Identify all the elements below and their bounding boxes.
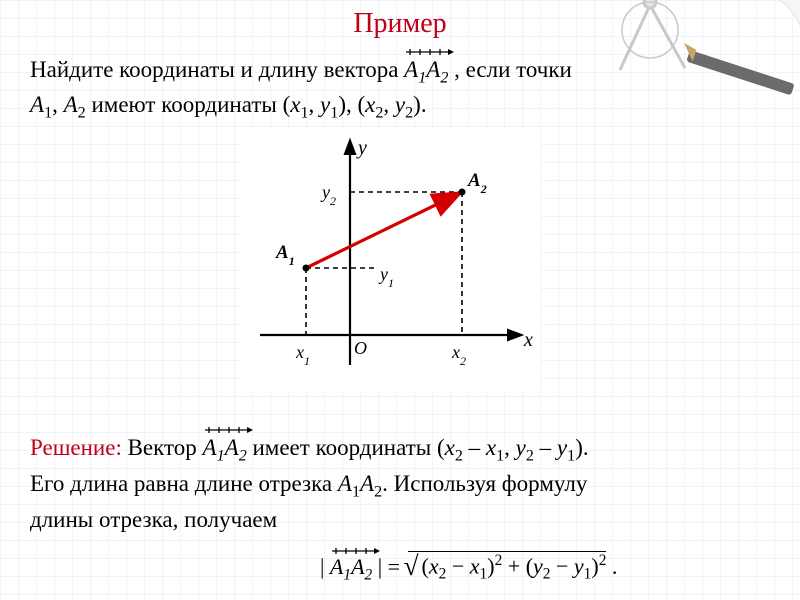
- formula-eq: =: [382, 554, 405, 579]
- point-a2: [459, 189, 466, 196]
- formula-plus: +: [508, 554, 526, 579]
- corner-decoration: [590, 0, 800, 110]
- title-text: Пример: [353, 8, 446, 39]
- exp2: 2: [599, 552, 607, 569]
- label-y2: y2: [320, 182, 336, 208]
- vector-diagram: y x O x1 x2 y1 y2 A1 A2: [240, 130, 540, 390]
- length-formula: | A1A2 | = √ (x2 − x1)2 + (y2 − y1)2 .: [320, 547, 617, 584]
- vector-arrow-icon: [203, 424, 253, 434]
- vector-symbol-a1a2: A1A2: [404, 48, 448, 89]
- formula-period: .: [612, 554, 618, 579]
- problem-line1-pre: Найдите координаты и длину вектора: [30, 57, 404, 82]
- solution-seg2: имеет координаты (x2 – x1, y2 – y1).: [252, 435, 588, 460]
- label-a2: A2: [467, 170, 487, 196]
- problem-line1-post: , если точки: [454, 57, 572, 82]
- solution-line2: Его длина равна длине отрезка A1A2. Испо…: [30, 471, 587, 496]
- sqrt-expression: √ (x2 − x1)2 + (y2 − y1)2: [408, 551, 607, 584]
- label-x1: x1: [295, 342, 310, 368]
- pencil-icon: [679, 43, 794, 96]
- solution-text: Решение: Вектор A1A2 имеет координаты (x…: [30, 426, 770, 536]
- diagram-svg: y x O x1 x2 y1 y2 A1 A2: [240, 130, 540, 390]
- label-a1: A1: [275, 242, 295, 268]
- vector-symbol-solution: A1A2: [203, 426, 247, 468]
- vector-line: [306, 194, 458, 268]
- label-y1: y1: [378, 264, 394, 290]
- label-y-axis: y: [356, 137, 367, 159]
- problem-line2: A1, A2 имеют координаты (x1, y1), (x2, y…: [30, 92, 427, 117]
- compass-icon: [620, 0, 685, 70]
- solution-seg1: Вектор: [128, 435, 203, 460]
- vector-arrow-icon: [404, 46, 454, 56]
- label-origin: O: [354, 338, 367, 358]
- sqrt-icon: √: [404, 550, 419, 582]
- exp1: 2: [495, 552, 503, 569]
- vector-arrow-icon: [330, 545, 380, 555]
- solution-line3: длины отрезка, получаем: [30, 507, 277, 532]
- solution-prefix: Решение:: [30, 435, 122, 460]
- point-a1: [303, 265, 310, 272]
- vector-symbol-formula: A1A2: [330, 547, 372, 584]
- label-x-axis: x: [523, 329, 533, 351]
- label-x2: x2: [451, 342, 466, 368]
- page-curl: [750, 0, 800, 70]
